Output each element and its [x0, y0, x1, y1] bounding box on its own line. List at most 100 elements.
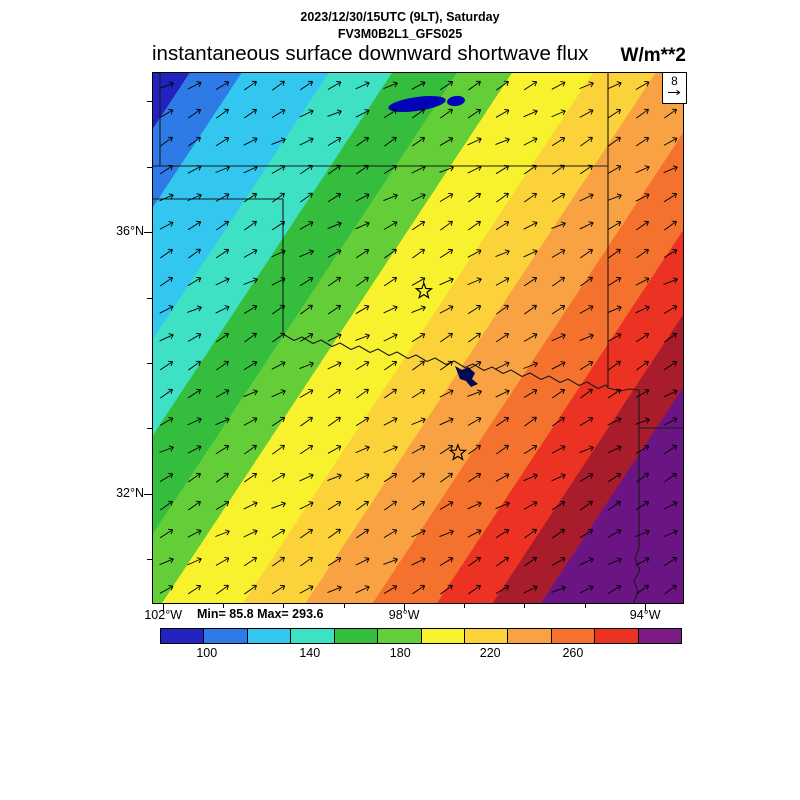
wind-arrow — [299, 109, 314, 118]
wind-arrow — [439, 417, 454, 426]
wind-arrow — [271, 137, 286, 145]
wind-arrow — [551, 304, 566, 315]
model-header: FV3M0B2L1_GFS025 — [337, 27, 463, 41]
wind-arrow — [159, 276, 173, 287]
wind-arrow — [523, 109, 538, 118]
wind-arrow — [440, 472, 453, 483]
wind-arrow — [439, 277, 454, 286]
wind-arrow — [160, 136, 173, 147]
wind-arrow — [439, 444, 454, 455]
wind-arrow — [327, 192, 342, 203]
wind-arrow — [439, 248, 454, 259]
colorbar-segment — [463, 629, 508, 643]
wind-arrow — [215, 332, 230, 343]
x-minor-tick — [464, 604, 466, 608]
y-minor-tick — [147, 166, 152, 168]
wind-arrow — [496, 444, 509, 455]
wind-arrow — [467, 108, 482, 119]
wind-arrow — [551, 192, 566, 202]
wind-arrow — [159, 109, 174, 118]
state-borders — [152, 72, 684, 604]
y-minor-tick — [147, 297, 152, 299]
wind-arrow — [607, 220, 622, 231]
wind-arrow — [636, 584, 649, 595]
wind-arrow — [355, 81, 370, 90]
wind-arrow — [635, 389, 650, 398]
wind-arrow — [383, 445, 398, 454]
wind-arrow — [383, 585, 398, 594]
wind-arrow — [328, 164, 341, 175]
wind-arrow — [663, 556, 678, 567]
wind-arrow — [664, 472, 677, 483]
wind-arrow — [355, 305, 370, 314]
wind-arrow — [244, 220, 257, 231]
wind-arrow — [215, 389, 230, 398]
wind-arrow — [271, 108, 286, 119]
wind-arrow — [299, 528, 314, 539]
wind-arrow — [384, 500, 397, 511]
wind-arrows — [159, 80, 678, 595]
wind-arrow — [608, 136, 621, 147]
wind-arrow — [383, 193, 398, 201]
colorbar-tick-label: 180 — [389, 646, 411, 660]
wind-arrow — [271, 528, 286, 538]
wind-arrow — [608, 500, 621, 511]
wind-arrow — [215, 193, 230, 202]
wind-arrow — [523, 361, 538, 369]
y-tick-label: 32°N — [116, 485, 144, 500]
colorbar-tick-label: 100 — [196, 646, 218, 660]
wind-arrow — [272, 332, 285, 343]
wind-arrow — [551, 500, 566, 511]
wind-arrow — [272, 80, 285, 91]
wind-arrow — [243, 556, 258, 567]
colorbar-segment — [246, 629, 291, 643]
x-tick-label: 102°W — [144, 608, 182, 622]
wind-arrow — [607, 305, 622, 314]
wind-arrow — [412, 360, 425, 371]
wind-arrow — [579, 305, 594, 314]
wind-arrow — [607, 276, 622, 287]
wind-arrow — [383, 528, 398, 538]
wind-arrow — [579, 164, 594, 175]
star-markers — [414, 281, 468, 461]
wind-arrow — [467, 389, 482, 397]
wind-arrow — [243, 192, 258, 203]
wind-arrow — [663, 501, 678, 510]
colorbar-segment — [594, 629, 638, 643]
wind-arrow — [159, 528, 174, 539]
wind-arrow — [579, 81, 594, 90]
wind-arrow — [216, 360, 229, 371]
wind-arrow — [300, 192, 313, 203]
wind-arrow — [552, 388, 565, 399]
x-minor-tick — [344, 604, 346, 608]
y-tick — [144, 232, 152, 234]
wind-arrow — [635, 81, 650, 90]
wind-arrow — [299, 473, 314, 482]
wind-arrow — [607, 193, 622, 201]
wind-arrow — [383, 333, 398, 342]
wind-arrow — [356, 500, 369, 511]
wind-arrow — [216, 220, 229, 231]
wind-arrow — [467, 165, 482, 174]
wind-arrow — [215, 80, 230, 91]
x-tick — [163, 604, 165, 611]
wind-arrow — [411, 165, 426, 174]
wind-arrow — [327, 556, 342, 567]
wind-arrow — [356, 164, 369, 175]
wind-arrow — [411, 500, 426, 511]
wind-arrow — [552, 528, 565, 539]
wind-arrow — [552, 164, 565, 175]
wind-arrow — [439, 80, 454, 91]
wind-arrow — [607, 557, 622, 566]
wind-arrow — [467, 472, 482, 483]
wind-arrow — [159, 445, 174, 453]
wind-arrow — [495, 137, 510, 145]
wind-arrow — [524, 416, 537, 427]
wind-arrow — [160, 500, 173, 511]
wind-arrow — [328, 528, 341, 539]
red-river-border — [282, 333, 640, 392]
wind-arrow — [187, 276, 202, 286]
wind-arrow — [355, 360, 370, 370]
wind-arrow — [663, 165, 678, 174]
wind-arrow — [635, 277, 650, 286]
